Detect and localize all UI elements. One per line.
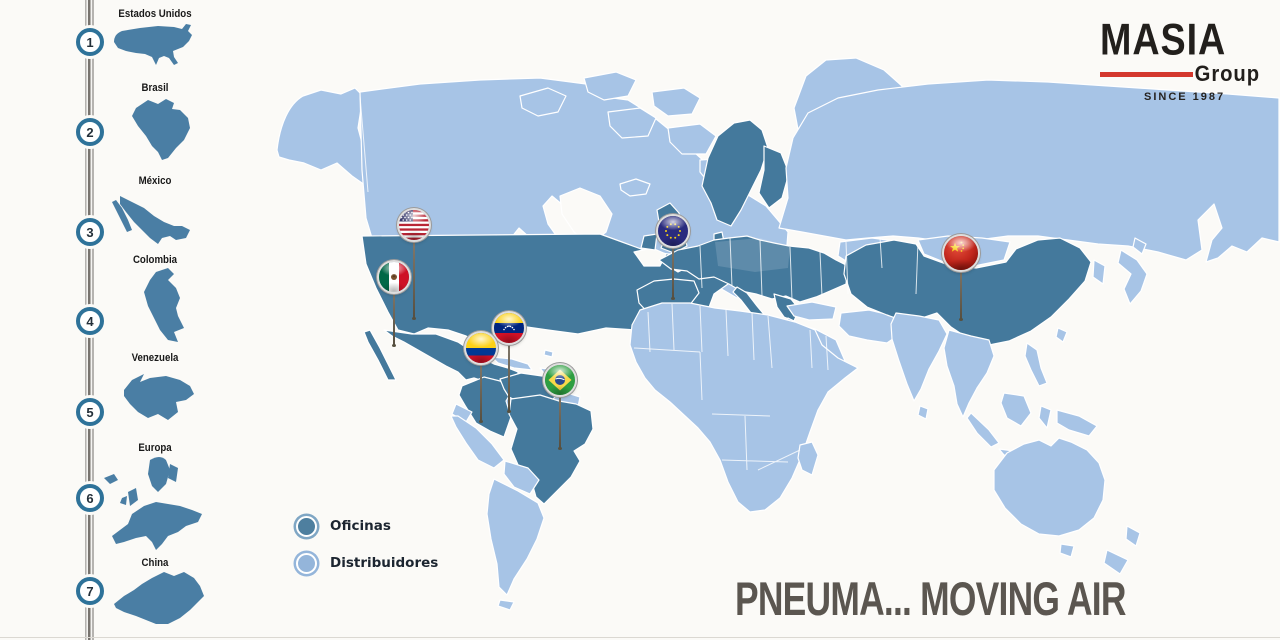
legend-item-oficinas: Oficinas [296,512,438,540]
pin-stick [392,277,396,347]
sidebar-label-europa: Europa [138,442,172,454]
masia-group-logo: MASIA Group SINCE 1987 [1100,14,1260,103]
logo-since-text: SINCE 1987 [1144,91,1226,103]
badge-number: 2 [86,124,94,140]
legend-label: Distribuidores [330,555,439,571]
mexico-flag-pin[interactable] [379,262,409,347]
pin-gloss [494,313,524,343]
timeline-badge-2: 2 [76,118,104,146]
office-dot-icon [296,515,317,537]
colombia-silhouette-icon [144,268,184,342]
logo-red-rule [1100,71,1193,77]
legend-label: Oficinas [330,518,391,534]
colombia-flag-icon [466,333,496,363]
sidebar-label-brasil: Brasil [141,82,169,94]
pin-stick [558,380,562,450]
pin-gloss [466,333,496,363]
usa-flag-pin[interactable] [399,210,429,320]
logo-name: MASIA [1100,14,1227,65]
badge-number: 3 [86,224,94,240]
timeline-badge-6: 6 [76,484,104,512]
brazil-flag-pin[interactable] [545,365,575,450]
usa-silhouette-icon [114,24,192,65]
badge-number: 7 [86,583,94,599]
badge-number: 6 [86,490,94,506]
pin-gloss [944,236,978,270]
pin-gloss [545,365,575,395]
brazil-flag-icon [545,365,575,395]
timeline-badge-4: 4 [76,307,104,335]
pin-stick [507,328,511,413]
pin-stick [671,231,675,300]
venezuela-flag-icon [494,313,524,343]
timeline-badge-7: 7 [76,577,104,605]
pin-gloss [658,216,688,246]
badge-number: 4 [86,313,94,329]
pin-stick [959,253,963,321]
pin-gloss [379,262,409,292]
venezuela-flag-pin[interactable] [494,313,524,413]
china-flag-pin[interactable] [944,236,978,321]
timeline-badge-1: 1 [76,28,104,56]
badge-number: 5 [86,404,94,420]
venezuela-silhouette-icon [124,374,194,420]
sidebar-label-china: China [141,557,169,569]
eu-flag-icon [658,216,688,246]
timeline-badge-5: 5 [76,398,104,426]
colombia-flag-pin[interactable] [466,333,496,423]
logo-group-text: Group [1194,61,1260,86]
pin-stick [412,225,416,320]
usa-flag-icon [399,210,429,240]
sidebar-label-mexico: México [138,175,172,187]
distributor-dot-icon [296,552,317,574]
sidebar-label-estados-unidos: Estados Unidos [118,8,192,20]
pin-stick [479,348,483,423]
timeline-badge-3: 3 [76,218,104,246]
badge-number: 1 [86,34,94,50]
bottom-divider [0,637,1280,638]
mexico-flag-icon [379,262,409,292]
sidebar-label-colombia: Colombia [132,254,178,266]
china-flag-icon [944,236,978,270]
pin-gloss [399,210,429,240]
brazil-silhouette-icon [132,99,190,160]
legend-item-distribuidores: Distribuidores [296,549,438,577]
europe-silhouette-icon [104,457,202,550]
sidebar-label-venezuela: Venezuela [131,352,179,364]
china-silhouette-icon [114,572,204,624]
map-legend: Oficinas Distribuidores [296,512,438,586]
eu-flag-pin[interactable] [658,216,688,300]
mexico-silhouette-icon [112,196,190,244]
tagline: PNEUMA... MOVING AIR [735,572,1126,626]
